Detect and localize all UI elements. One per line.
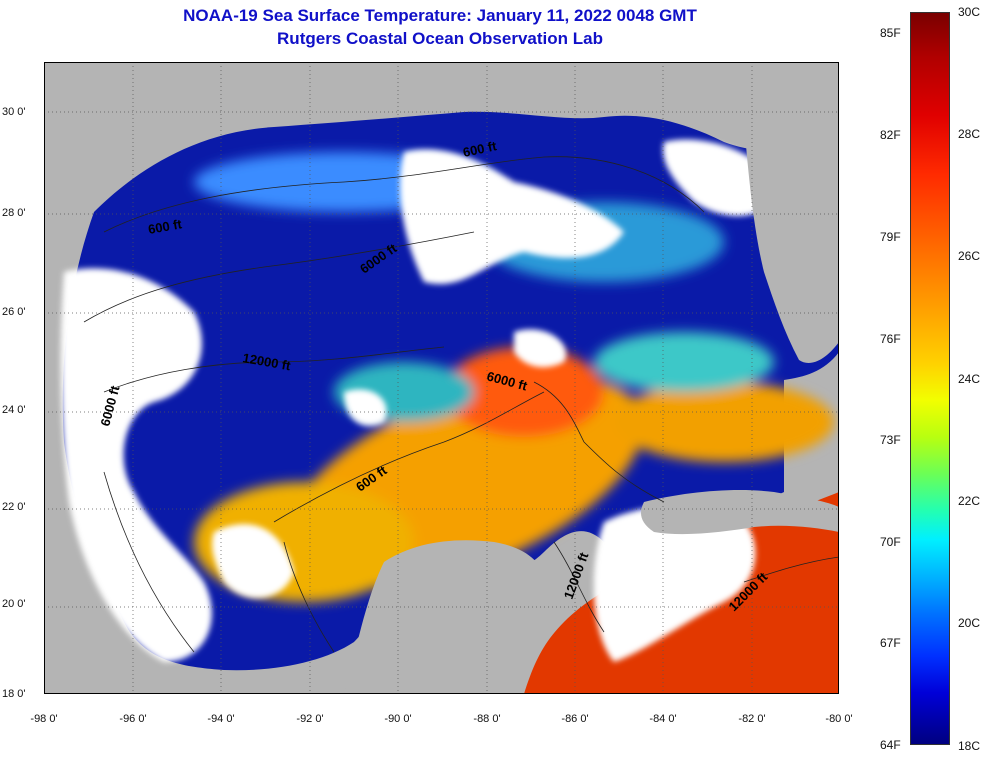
lat-label-28: 28 0' bbox=[2, 207, 26, 219]
map-border bbox=[44, 62, 839, 694]
colorbar-c-label: 20C bbox=[958, 616, 981, 630]
colorbar-c-label: 26C bbox=[958, 249, 981, 263]
lat-label-30: 30 0' bbox=[2, 106, 26, 118]
florida-strait-warm bbox=[614, 382, 834, 462]
colorbar-f-label: 64F bbox=[880, 738, 901, 752]
lon-label-92: -92 0' bbox=[296, 713, 324, 725]
lat-label-20: 20 0' bbox=[2, 598, 26, 610]
lat-label-24: 24 0' bbox=[2, 404, 26, 416]
map-subtitle: Rutgers Coastal Ocean Observation Lab bbox=[277, 29, 603, 48]
colorbar-c-label: 28C bbox=[958, 127, 981, 141]
sst-map: 600 ft 600 ft 6000 ft 12000 ft 6000 ft 6… bbox=[44, 62, 839, 694]
yucatan-land bbox=[344, 540, 544, 694]
lon-label-82: -82 0' bbox=[738, 713, 766, 725]
colorbar-c-label: 18C bbox=[958, 739, 981, 753]
lon-label-80: -80 0' bbox=[825, 713, 853, 725]
colorbar-c-label: 30C bbox=[958, 5, 981, 19]
colorbar-f-label: 67F bbox=[880, 636, 901, 650]
florida-land bbox=[744, 117, 839, 363]
lon-label-86: -86 0' bbox=[561, 713, 589, 725]
colorbar-c-label: 24C bbox=[958, 372, 981, 386]
colorbar-f-label: 76F bbox=[880, 332, 901, 346]
depth-contours bbox=[83, 156, 839, 653]
lon-label-84: -84 0' bbox=[649, 713, 677, 725]
cloud-cover bbox=[60, 139, 784, 662]
colorbar-c-label: 22C bbox=[958, 494, 981, 508]
lat-label-26: 26 0' bbox=[2, 306, 26, 318]
lon-label-88: -88 0' bbox=[473, 713, 501, 725]
lon-label-96: -96 0' bbox=[119, 713, 147, 725]
cuba-land bbox=[641, 490, 839, 535]
colorbar-f-label: 85F bbox=[880, 26, 901, 40]
contour-label: 600 ft bbox=[462, 138, 499, 160]
lon-label-90: -90 0' bbox=[384, 713, 412, 725]
sst-map-canvas: 600 ft 600 ft 6000 ft 12000 ft 6000 ft 6… bbox=[44, 62, 839, 694]
loop-current bbox=[444, 347, 604, 437]
colorbar-f-label: 79F bbox=[880, 230, 901, 244]
temperature-colorbar bbox=[910, 12, 950, 745]
colorbar-f-label: 73F bbox=[880, 433, 901, 447]
lon-label-94: -94 0' bbox=[207, 713, 235, 725]
graticule bbox=[44, 62, 839, 694]
contour-label: 600 ft bbox=[147, 216, 184, 237]
map-title: NOAA-19 Sea Surface Temperature: January… bbox=[183, 6, 697, 25]
colorbar-f-label: 82F bbox=[880, 128, 901, 142]
shelf-mid bbox=[594, 332, 774, 392]
colorbar-f-label: 70F bbox=[880, 535, 901, 549]
lat-label-18: 18 0' bbox=[2, 688, 26, 700]
lat-label-22: 22 0' bbox=[2, 501, 26, 513]
lon-label-98: -98 0' bbox=[30, 713, 58, 725]
